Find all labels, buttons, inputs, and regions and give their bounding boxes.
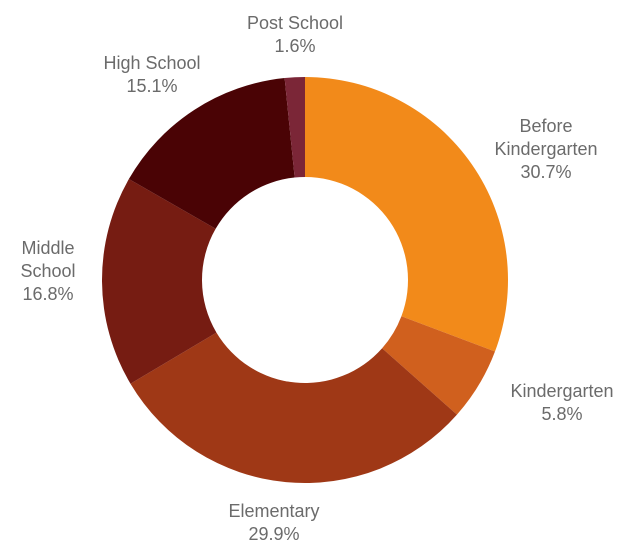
slice-name-line: Elementary xyxy=(228,501,319,521)
slice-label-middle-school: Middle School 16.8% xyxy=(20,238,75,304)
slice-name-line: Kindergarten xyxy=(510,381,613,401)
slice-post-school xyxy=(284,77,305,178)
slice-label-elementary: Elementary 29.9% xyxy=(228,501,319,543)
slice-name-line: Before xyxy=(519,116,572,136)
slice-label-before-kindergarten: Before Kindergarten 30.7% xyxy=(494,116,597,182)
slice-label-kindergarten: Kindergarten 5.8% xyxy=(510,381,613,424)
slice-value-label: 1.6% xyxy=(274,36,315,56)
slice-value-label: 29.9% xyxy=(248,524,299,543)
slice-label-high-school: High School 15.1% xyxy=(103,53,200,96)
slice-value-label: 15.1% xyxy=(126,76,177,96)
slice-label-post-school: Post School 1.6% xyxy=(247,13,343,56)
slice-high-school xyxy=(128,78,295,229)
slice-name-line: Post School xyxy=(247,13,343,33)
slice-elementary xyxy=(130,332,457,484)
slice-before-kindergarten xyxy=(305,77,508,352)
slice-value-label: 5.8% xyxy=(541,404,582,424)
slice-value-label: 30.7% xyxy=(520,162,571,182)
slice-name-line: Kindergarten xyxy=(494,139,597,159)
slice-value-label: 16.8% xyxy=(22,284,73,304)
slice-kindergarten xyxy=(382,316,495,415)
slice-middle-school xyxy=(101,179,217,384)
slice-name-line: High School xyxy=(103,53,200,73)
slice-name-line: School xyxy=(20,261,75,281)
slice-name-line: Middle xyxy=(21,238,74,258)
slice-labels: Before Kindergarten 30.7% Kindergarten 5.8% E… xyxy=(20,13,613,543)
donut-slices xyxy=(101,77,508,484)
